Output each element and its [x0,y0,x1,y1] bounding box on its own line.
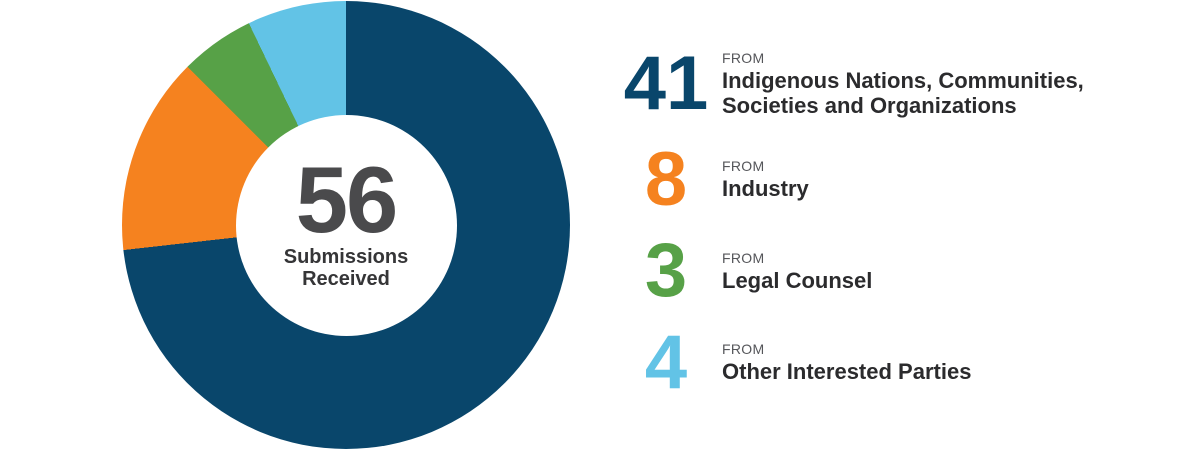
legend-text: FROM Indigenous Nations, Communities, So… [722,50,1122,118]
legend-item: 41 FROM Indigenous Nations, Communities,… [620,41,1122,127]
legend-value: 8 [644,137,688,223]
legend-text: FROM Industry [722,158,809,201]
total-submissions-label-line1: Submissions [283,245,409,268]
legend-from-label: FROM [722,158,765,175]
legend: 41 FROM Indigenous Nations, Communities,… [620,41,1122,405]
legend-item: 3 FROM Legal Counsel [620,228,1122,314]
donut-center: 56 Submissions Received [235,114,457,336]
legend-from-label: FROM [722,50,765,66]
legend-category-label: Other Interested Parties [722,358,972,384]
legend-value: 3 [644,228,688,314]
total-submissions-label: Submissions Received [284,246,408,291]
legend-category-label: Legal Counsel [722,267,873,293]
legend-value: 41 [623,41,709,127]
total-submissions-value: 56 [295,146,399,252]
legend-item: 4 FROM Other Interested Parties [620,319,1122,405]
legend-value: 4 [644,319,688,405]
legend-item: 8 FROM Industry [620,137,1122,223]
total-submissions-label-line2: Received [302,267,390,290]
donut-chart: 56 Submissions Received [122,1,570,449]
legend-category-label: Indigenous Nations, Communities, Societi… [722,68,1084,119]
legend-from-label: FROM [722,340,765,357]
legend-text: FROM Other Interested Parties [722,341,971,384]
legend-text: FROM Legal Counsel [722,250,872,293]
legend-category-label: Industry [722,176,809,202]
legend-from-label: FROM [722,249,765,266]
